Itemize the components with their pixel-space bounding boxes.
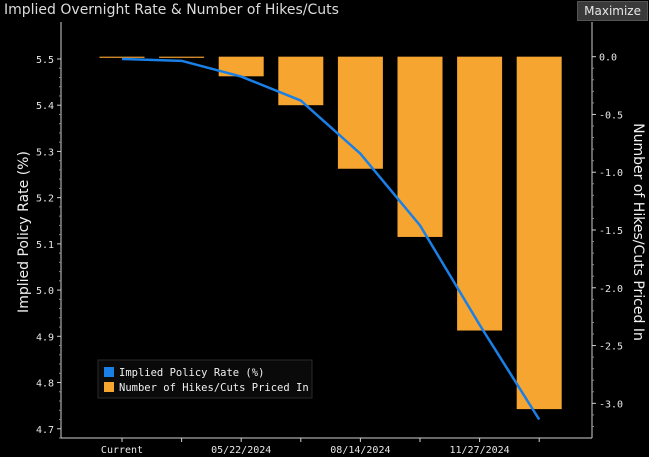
right-tick-label: -3.0 bbox=[599, 399, 623, 410]
left-tick-label: 5.0 bbox=[36, 286, 54, 297]
left-tick-label: 5.3 bbox=[36, 147, 54, 158]
legend-box bbox=[97, 359, 313, 399]
left-tick-label: 4.9 bbox=[36, 332, 54, 343]
right-tick-label: 0.0 bbox=[599, 53, 617, 64]
bar bbox=[278, 56, 324, 106]
bar bbox=[99, 56, 145, 58]
bar bbox=[457, 56, 503, 331]
right-tick-label: -2.5 bbox=[599, 342, 623, 353]
bar bbox=[397, 56, 443, 237]
left-axis-title: Implied Policy Rate (%) bbox=[16, 151, 32, 313]
legend-label-rate: Implied Policy Rate (%) bbox=[119, 367, 264, 379]
x-tick-label: 11/27/2024 bbox=[449, 445, 509, 456]
legend-swatch-hikes bbox=[104, 382, 114, 392]
right-tick-label: -0.5 bbox=[599, 110, 623, 121]
bar bbox=[218, 56, 264, 77]
bar bbox=[159, 56, 205, 58]
legend-swatch-rate bbox=[104, 367, 114, 377]
right-tick-label: -1.0 bbox=[599, 168, 623, 179]
rate-line bbox=[121, 57, 541, 421]
left-tick-label: 4.7 bbox=[36, 425, 54, 436]
right-tick-label: -2.0 bbox=[599, 284, 623, 295]
left-tick-label: 5.2 bbox=[36, 194, 54, 205]
bar bbox=[337, 56, 383, 169]
right-axis-title: Number of Hikes/Cuts Priced In bbox=[630, 123, 646, 341]
x-tick-label: 05/22/2024 bbox=[211, 445, 271, 456]
left-tick-label: 4.8 bbox=[36, 379, 54, 390]
maximize-button[interactable]: Maximize bbox=[577, 1, 648, 21]
legend-label-hikes: Number of Hikes/Cuts Priced In bbox=[119, 382, 309, 394]
bar bbox=[516, 56, 562, 410]
left-tick-label: 5.5 bbox=[36, 55, 54, 66]
right-tick-label: -1.5 bbox=[599, 226, 623, 237]
left-tick-label: 5.4 bbox=[36, 101, 54, 112]
x-tick-label: 08/14/2024 bbox=[330, 445, 390, 456]
chart-title: Implied Overnight Rate & Number of Hikes… bbox=[4, 2, 339, 18]
left-tick-label: 5.1 bbox=[36, 240, 54, 251]
x-tick-label: Current bbox=[101, 445, 143, 456]
title-bar: Implied Overnight Rate & Number of Hikes… bbox=[0, 0, 649, 22]
